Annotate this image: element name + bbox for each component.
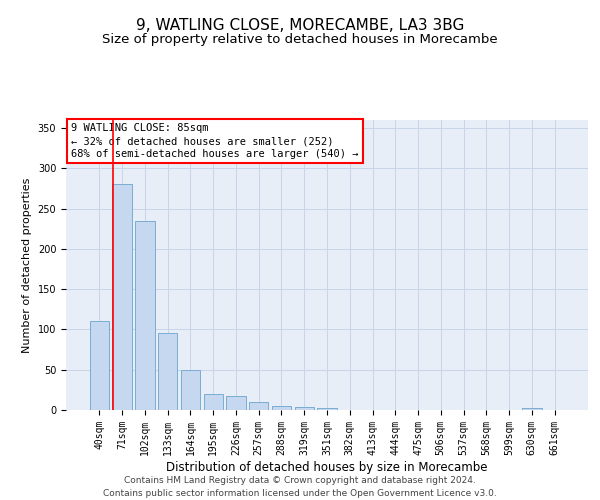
Bar [181, 370, 200, 410]
Bar [203, 394, 223, 410]
Bar [90, 322, 109, 410]
Bar [158, 334, 178, 410]
Bar [135, 220, 155, 410]
Bar [112, 184, 132, 410]
Text: Contains HM Land Registry data © Crown copyright and database right 2024.
Contai: Contains HM Land Registry data © Crown c… [103, 476, 497, 498]
Bar [226, 396, 245, 410]
Text: Size of property relative to detached houses in Morecambe: Size of property relative to detached ho… [102, 32, 498, 46]
Bar [272, 406, 291, 410]
Bar [317, 408, 337, 410]
Text: 9, WATLING CLOSE, MORECAMBE, LA3 3BG: 9, WATLING CLOSE, MORECAMBE, LA3 3BG [136, 18, 464, 32]
Bar [295, 407, 314, 410]
Text: 9 WATLING CLOSE: 85sqm
← 32% of detached houses are smaller (252)
68% of semi-de: 9 WATLING CLOSE: 85sqm ← 32% of detached… [71, 123, 359, 160]
Y-axis label: Number of detached properties: Number of detached properties [22, 178, 32, 352]
Bar [522, 408, 542, 410]
Bar [249, 402, 268, 410]
X-axis label: Distribution of detached houses by size in Morecambe: Distribution of detached houses by size … [166, 460, 488, 473]
